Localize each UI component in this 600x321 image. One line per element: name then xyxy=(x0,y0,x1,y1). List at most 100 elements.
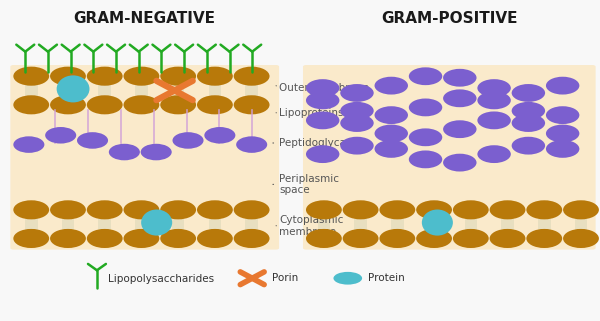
Bar xyxy=(575,213,587,236)
Text: GRAM-POSITIVE: GRAM-POSITIVE xyxy=(381,11,518,26)
Circle shape xyxy=(197,200,233,219)
Bar xyxy=(209,80,221,102)
Circle shape xyxy=(478,91,511,109)
Bar xyxy=(209,213,221,236)
Circle shape xyxy=(50,67,86,86)
Circle shape xyxy=(340,84,374,102)
Text: GRAM-NEGATIVE: GRAM-NEGATIVE xyxy=(74,11,216,26)
Circle shape xyxy=(340,102,374,120)
Circle shape xyxy=(236,136,267,153)
Circle shape xyxy=(512,102,545,120)
Circle shape xyxy=(512,84,545,102)
Bar xyxy=(98,80,111,102)
Bar xyxy=(317,213,330,236)
Text: Peptidoglycan: Peptidoglycan xyxy=(273,138,353,148)
Bar xyxy=(538,213,551,236)
Circle shape xyxy=(306,91,340,109)
FancyBboxPatch shape xyxy=(10,65,279,250)
Circle shape xyxy=(205,127,235,143)
Bar xyxy=(135,80,148,102)
Circle shape xyxy=(87,200,122,219)
Circle shape xyxy=(197,67,233,86)
Circle shape xyxy=(172,132,203,149)
Circle shape xyxy=(160,229,196,248)
Circle shape xyxy=(50,229,86,248)
Circle shape xyxy=(160,67,196,86)
Text: Periplasmic
space: Periplasmic space xyxy=(273,174,339,195)
Circle shape xyxy=(87,95,122,114)
Bar xyxy=(25,80,38,102)
Circle shape xyxy=(512,137,545,155)
Circle shape xyxy=(343,200,379,219)
Bar xyxy=(62,213,74,236)
Circle shape xyxy=(563,229,599,248)
Circle shape xyxy=(197,95,233,114)
Circle shape xyxy=(416,200,452,219)
Circle shape xyxy=(512,114,545,132)
Bar xyxy=(501,213,514,236)
Circle shape xyxy=(306,111,340,129)
Circle shape xyxy=(374,106,408,124)
Circle shape xyxy=(409,99,442,116)
Bar xyxy=(428,213,440,236)
Text: Protein: Protein xyxy=(368,273,405,283)
Bar xyxy=(25,213,38,236)
Bar xyxy=(62,80,74,102)
Circle shape xyxy=(490,229,526,248)
Bar xyxy=(245,213,258,236)
Circle shape xyxy=(478,145,511,163)
Circle shape xyxy=(416,229,452,248)
Circle shape xyxy=(124,200,160,219)
Circle shape xyxy=(197,229,233,248)
Circle shape xyxy=(443,89,476,107)
Circle shape xyxy=(374,77,408,95)
Text: Porin: Porin xyxy=(272,273,298,283)
Bar xyxy=(135,213,148,236)
Circle shape xyxy=(160,95,196,114)
Text: Cytoplasmic
membrane: Cytoplasmic membrane xyxy=(276,215,343,237)
Circle shape xyxy=(13,67,49,86)
FancyBboxPatch shape xyxy=(303,65,596,250)
Circle shape xyxy=(109,144,140,160)
Circle shape xyxy=(546,77,580,95)
Circle shape xyxy=(13,136,44,153)
Circle shape xyxy=(453,229,489,248)
Circle shape xyxy=(443,120,476,138)
Circle shape xyxy=(546,140,580,158)
Circle shape xyxy=(546,106,580,124)
Circle shape xyxy=(87,229,122,248)
Circle shape xyxy=(124,67,160,86)
Circle shape xyxy=(306,79,340,97)
Circle shape xyxy=(13,200,49,219)
Circle shape xyxy=(443,154,476,171)
Circle shape xyxy=(490,200,526,219)
Circle shape xyxy=(526,229,562,248)
Circle shape xyxy=(234,229,269,248)
Bar xyxy=(391,213,404,236)
Circle shape xyxy=(526,200,562,219)
Circle shape xyxy=(160,200,196,219)
Circle shape xyxy=(563,200,599,219)
Circle shape xyxy=(13,229,49,248)
Circle shape xyxy=(379,200,415,219)
Circle shape xyxy=(50,95,86,114)
Circle shape xyxy=(124,229,160,248)
Circle shape xyxy=(443,69,476,87)
Bar xyxy=(172,80,184,102)
Circle shape xyxy=(374,125,408,143)
Bar xyxy=(355,213,367,236)
Circle shape xyxy=(87,67,122,86)
Ellipse shape xyxy=(141,210,172,236)
Circle shape xyxy=(306,200,342,219)
Circle shape xyxy=(340,137,374,155)
Circle shape xyxy=(306,145,340,163)
Ellipse shape xyxy=(56,75,89,102)
Bar xyxy=(172,213,184,236)
Circle shape xyxy=(453,200,489,219)
Circle shape xyxy=(234,95,269,114)
Bar xyxy=(245,80,258,102)
Circle shape xyxy=(50,200,86,219)
Circle shape xyxy=(478,79,511,97)
Circle shape xyxy=(306,229,342,248)
Circle shape xyxy=(343,229,379,248)
